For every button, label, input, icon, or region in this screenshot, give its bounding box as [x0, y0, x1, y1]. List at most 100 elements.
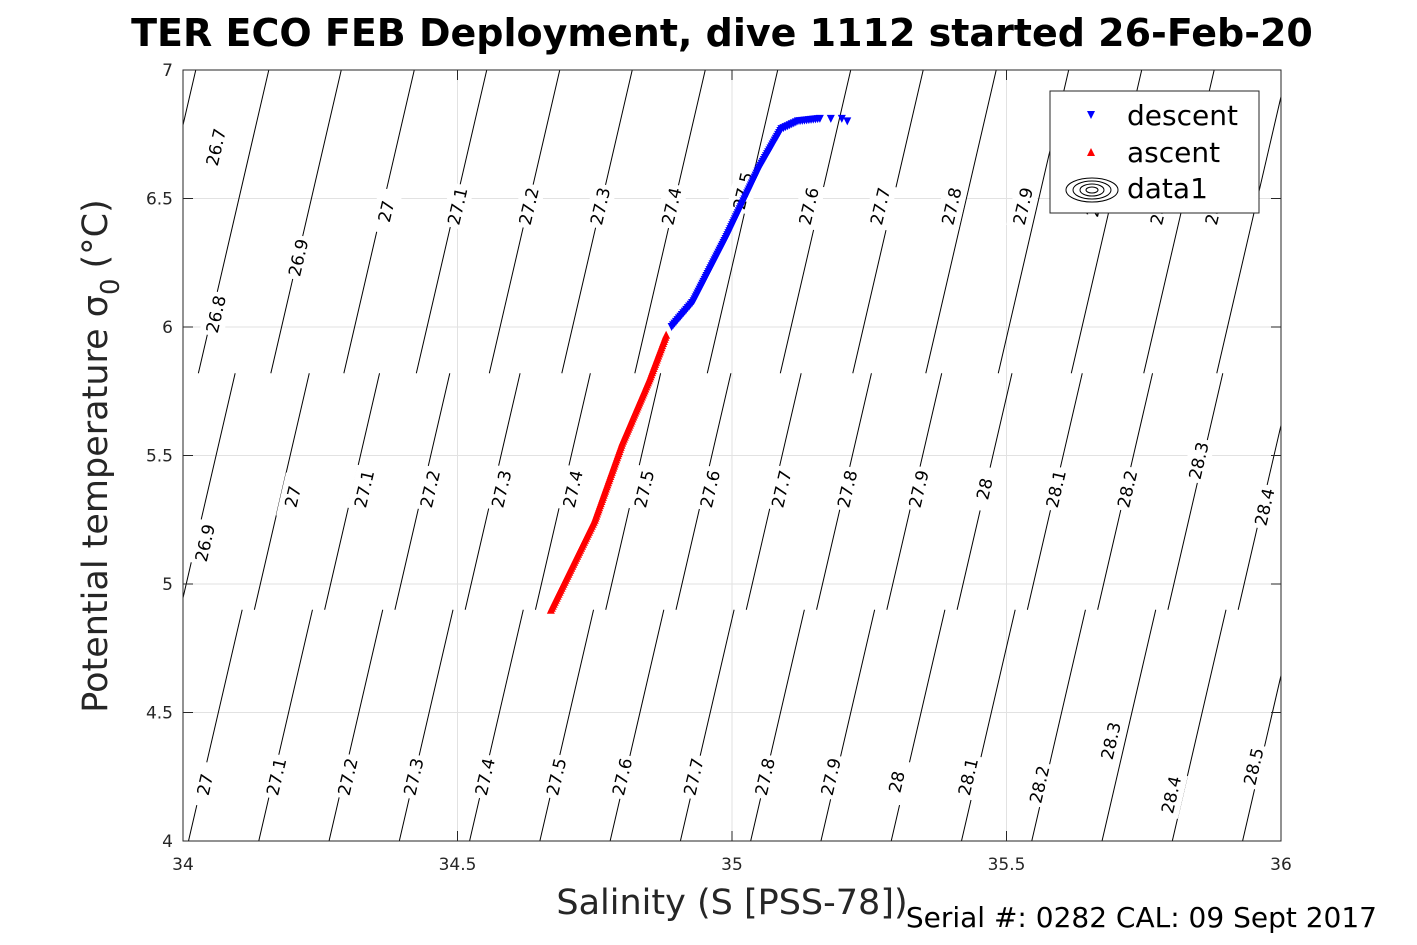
legend-contour-icon	[1072, 180, 1112, 200]
contour-label-gap	[440, 182, 475, 231]
serial-cal-text: Serial #: 0282 CAL: 09 Sept 2017	[906, 901, 1377, 934]
x-tick-label: 36	[1270, 855, 1292, 875]
legend-contour-icon	[1065, 177, 1119, 203]
x-tick-label: 34.5	[439, 855, 477, 875]
contour-line	[258, 609, 313, 841]
contour-label-gap	[792, 182, 826, 231]
contour-label-gap	[1039, 464, 1073, 514]
y-tick-label: 4.5	[146, 704, 173, 724]
contour-label-gap	[188, 760, 222, 809]
contour-label-gap	[1022, 760, 1057, 809]
axis-ticks: 34 34.5 35 35.5 36 4 4.5 5 5.5 6 6.5 7	[146, 61, 1292, 875]
legend-ascent-marker	[1087, 148, 1095, 156]
contour-label-gap	[967, 464, 1002, 514]
contour-label-gap	[814, 752, 848, 801]
y-axis-label-main: Potential temperature σ	[76, 295, 116, 713]
contour-label-gap	[654, 182, 689, 231]
contour-label-gap	[693, 464, 727, 514]
chart-title: TER ECO FEB Deployment, dive 1112 starte…	[131, 11, 1313, 55]
contour-line	[1289, 70, 1359, 373]
contour-label-gap	[413, 464, 447, 514]
contour-line	[183, 70, 197, 128]
contour-line	[750, 609, 805, 841]
contour-label: 27	[375, 199, 399, 225]
contour-label-gap	[1006, 182, 1040, 231]
y-axis-label-subscript: 0	[96, 278, 126, 295]
contour-line	[1101, 609, 1157, 841]
descent-point	[837, 114, 846, 123]
y-axis-label: Potential temperature σ0 (°C)	[76, 199, 126, 713]
legend-descent-marker	[1087, 111, 1095, 119]
contour-label-gap	[556, 464, 590, 514]
contour-line	[1242, 673, 1281, 841]
legend-data1-label: data1	[1127, 172, 1208, 205]
y-tick-label: 4	[162, 832, 173, 852]
contour-label-gap	[259, 752, 293, 801]
contour-label-gap	[468, 752, 502, 801]
y-axis-label-unit: (°C)	[76, 199, 116, 268]
contour-label-gap	[347, 464, 381, 514]
contour-label: 28	[973, 476, 997, 502]
contour-line	[609, 609, 665, 841]
contour-label-gap	[188, 518, 222, 568]
contour-label-gap	[863, 182, 897, 231]
contour-label-gap	[901, 464, 936, 514]
data-series	[546, 114, 852, 614]
contour-line	[328, 609, 384, 841]
descent-point	[815, 114, 824, 123]
x-axis-label: Salinity (S [PSS-78])	[556, 883, 907, 923]
contour-label-gap	[484, 464, 519, 514]
descent-point	[843, 117, 852, 126]
contour-label-gap	[676, 752, 711, 801]
contour-line	[469, 609, 524, 841]
contour-label-gap	[880, 757, 914, 807]
contour-label-gap	[583, 182, 617, 231]
contour-label-gap	[1094, 716, 1128, 765]
contour-label-gap	[1154, 770, 1188, 819]
legend-descent-label: descent	[1127, 99, 1238, 132]
y-tick-label: 5.5	[146, 447, 173, 467]
contour-label-gap	[934, 182, 969, 231]
contour-line	[270, 70, 342, 374]
legend-box	[1049, 90, 1260, 214]
contour-line	[820, 609, 876, 841]
y-axis-label-group: Potential temperature σ0 (°C)	[76, 199, 126, 713]
y-tick-label: 6.5	[146, 190, 173, 210]
contour-label-gap	[396, 752, 431, 801]
contour-line	[398, 609, 454, 841]
legend-contour-icon	[1085, 186, 1099, 194]
y-tick-label: 7	[162, 61, 173, 81]
contour-line	[679, 609, 735, 841]
x-tick-label: 35	[721, 855, 743, 875]
x-tick-label: 34	[172, 855, 194, 875]
contour-line	[1167, 373, 1224, 610]
contour-label-gap	[1181, 436, 1216, 485]
contour-label-gap	[1110, 464, 1144, 514]
contour-label-gap	[199, 122, 233, 172]
contour-label: 27	[194, 772, 218, 798]
contour-label-gap	[627, 464, 661, 514]
contour-label-gap	[539, 752, 573, 801]
contour-line	[539, 609, 595, 841]
contour-line	[183, 373, 236, 601]
contour-label-gap	[199, 290, 233, 339]
x-tick-label: 35.5	[988, 855, 1026, 875]
contour-label-gap	[369, 187, 403, 236]
contour-label-gap	[512, 182, 546, 231]
contour-label-gap	[830, 464, 864, 514]
contour-label-gap	[1236, 742, 1271, 791]
contour-label-gap	[764, 464, 799, 514]
contour-label-gap	[605, 752, 639, 801]
contour-line	[960, 609, 1016, 841]
contour-label-gap	[748, 752, 782, 801]
legend-contour-icon	[1079, 183, 1105, 197]
contour-label: 28	[885, 769, 909, 795]
descent-point	[826, 114, 835, 123]
contour-line	[925, 70, 997, 374]
contour-line	[1216, 94, 1281, 374]
y-tick-label: 6	[162, 318, 173, 338]
contour-label-gap	[951, 752, 985, 801]
legend-ascent-label: ascent	[1127, 136, 1220, 169]
